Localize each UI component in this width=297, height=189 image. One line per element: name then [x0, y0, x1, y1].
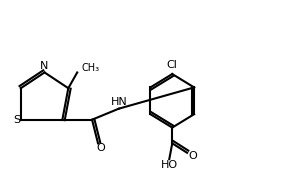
Text: O: O	[189, 151, 198, 161]
Text: Cl: Cl	[167, 60, 178, 70]
Text: CH₃: CH₃	[82, 63, 100, 73]
Text: HN: HN	[110, 97, 127, 107]
Text: N: N	[40, 61, 49, 71]
Text: HO: HO	[161, 160, 178, 170]
Text: O: O	[97, 143, 105, 153]
Text: S: S	[13, 115, 20, 125]
